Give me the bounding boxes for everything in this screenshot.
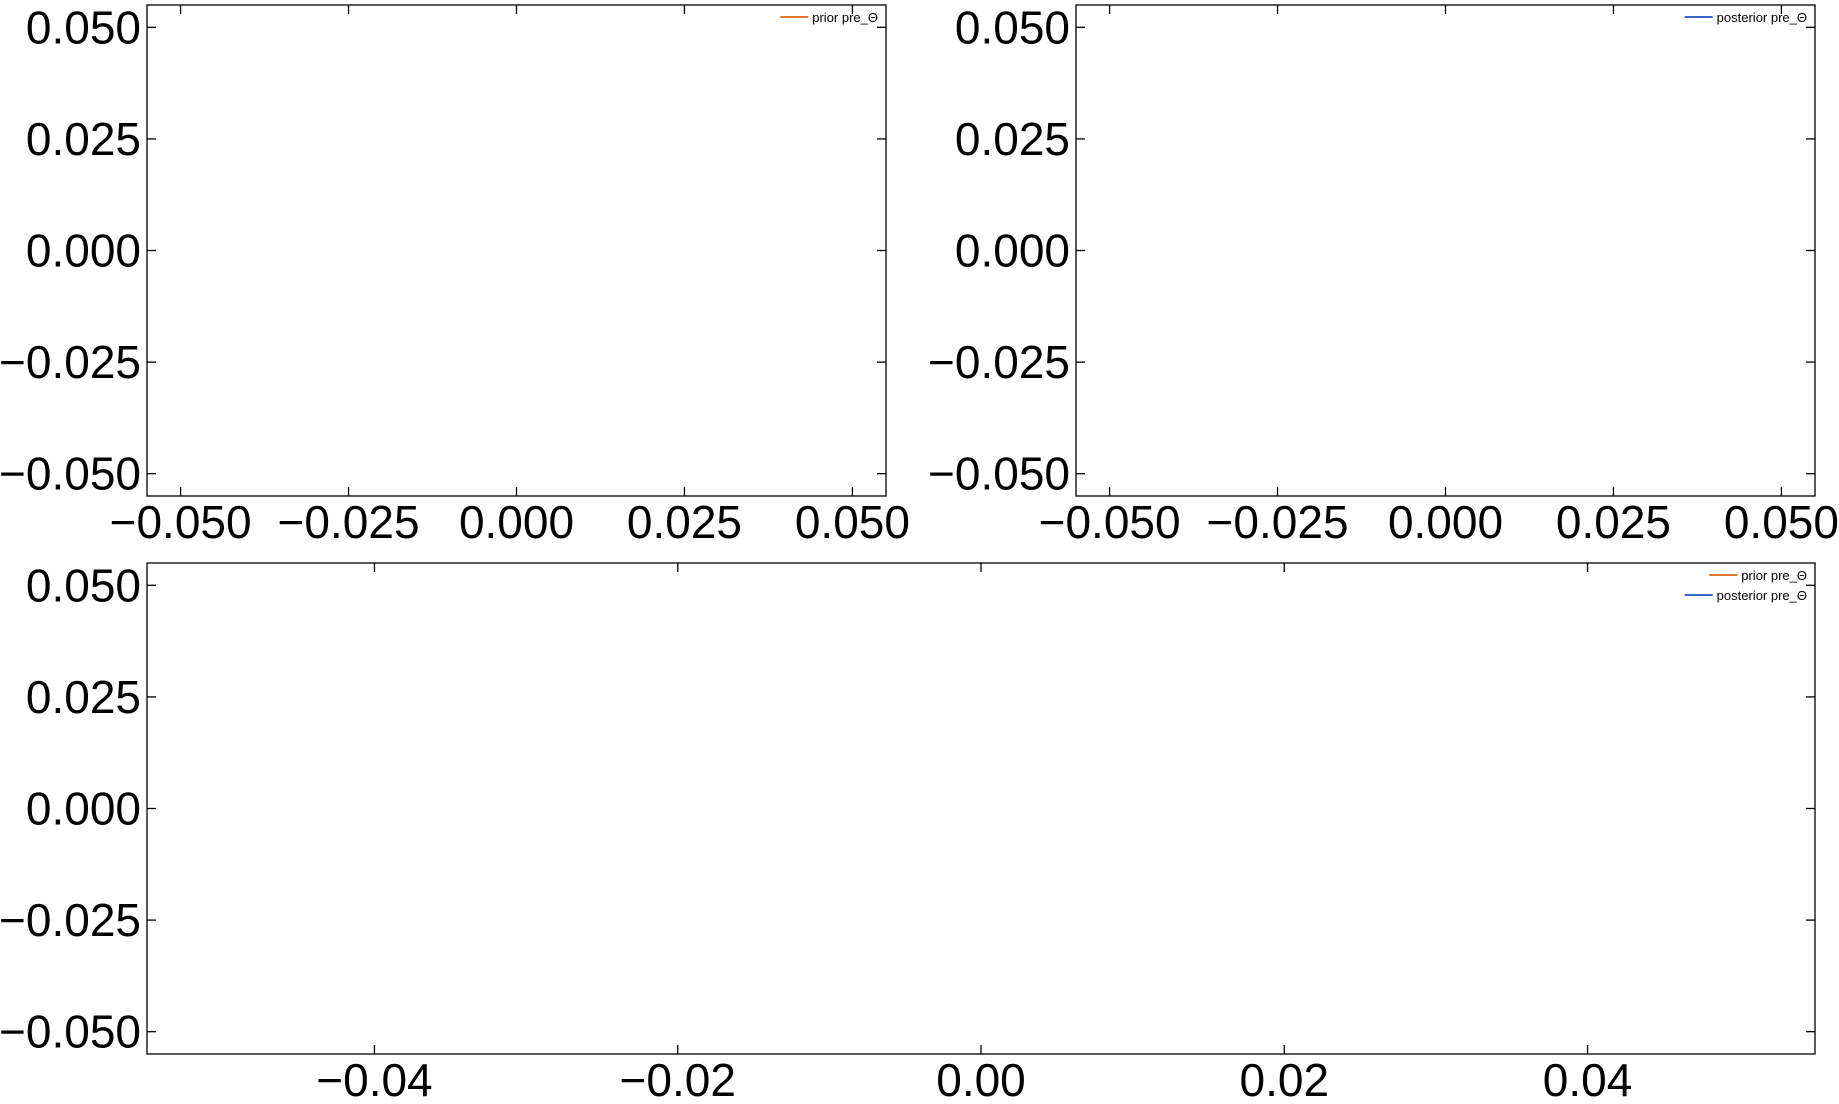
legend-label: posterior pre_Θ: [1717, 588, 1807, 603]
x-tick-label: 0.000: [459, 496, 574, 548]
axes-frame: [146, 562, 1816, 1055]
x-tick-label: −0.04: [316, 1054, 432, 1104]
legend-label: prior pre_Θ: [1741, 568, 1807, 583]
x-tick-label: −0.050: [110, 496, 252, 548]
legend: posterior pre_Θ: [1684, 10, 1807, 25]
axes-frame: [146, 4, 887, 497]
axes-frame: [1075, 4, 1816, 497]
y-tick-label: 0.000: [26, 783, 141, 835]
y-tick-label: −0.050: [928, 448, 1070, 500]
legend-label: prior pre_Θ: [812, 10, 878, 25]
y-tick-label: 0.025: [955, 113, 1070, 165]
x-tick-label: 0.00: [936, 1054, 1026, 1104]
chart-prior: −0.050 −0.025 0.000 0.025 0.050 −0.050 −0.025 0…: [0, 1, 910, 548]
legend-label: posterior pre_Θ: [1717, 10, 1807, 25]
x-tick-label: −0.025: [1207, 496, 1349, 548]
x-tick-label: −0.02: [620, 1054, 736, 1104]
y-tick-label: −0.025: [0, 894, 141, 946]
chart-posterior: −0.050 −0.025 0.000 0.025 0.050 −0.050 −0.025 0…: [928, 1, 1839, 548]
y-tick-label: −0.050: [0, 448, 141, 500]
y-tick-label: 0.000: [26, 225, 141, 277]
legend: prior pre_Θ posterior pre_Θ: [1684, 568, 1807, 603]
y-tick-label: 0.050: [955, 1, 1070, 53]
y-tick-label: −0.025: [0, 336, 141, 388]
legend: prior pre_Θ: [780, 10, 878, 25]
y-tick-label: 0.000: [955, 225, 1070, 277]
x-tick-label: −0.025: [278, 496, 420, 548]
x-tick-label: 0.050: [795, 496, 910, 548]
x-tick-label: −0.050: [1039, 496, 1181, 548]
y-tick-label: 0.050: [26, 559, 141, 611]
y-tick-label: 0.050: [26, 1, 141, 53]
x-tick-label: 0.04: [1543, 1054, 1633, 1104]
x-tick-label: 0.050: [1724, 496, 1839, 548]
x-tick-label: 0.025: [1556, 496, 1671, 548]
x-tick-label: 0.025: [627, 496, 742, 548]
x-tick-label: 0.000: [1388, 496, 1503, 548]
y-tick-label: −0.025: [928, 336, 1070, 388]
y-tick-label: −0.050: [0, 1006, 141, 1058]
y-tick-label: 0.025: [26, 671, 141, 723]
x-tick-label: 0.02: [1240, 1054, 1330, 1104]
chart-prior-posterior-combined: −0.04 −0.02 0.00 0.02 0.04 −0.050 −0.025 0.000 0…: [0, 559, 1816, 1104]
y-tick-label: 0.025: [26, 113, 141, 165]
